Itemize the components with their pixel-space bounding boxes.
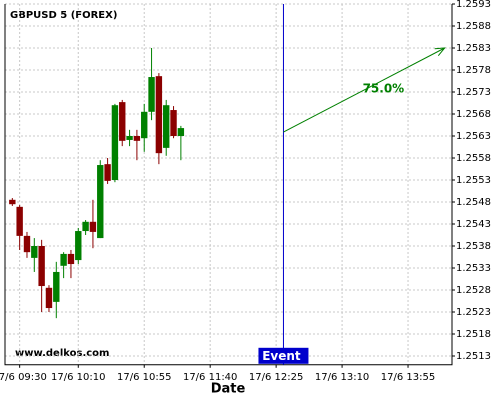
y-tick-label: 1.2583 xyxy=(456,43,491,54)
x-tick-label: 17/6 10:10 xyxy=(51,372,105,383)
y-tick-label: 1.2558 xyxy=(456,153,491,164)
x-tick-label: 17/6 13:55 xyxy=(381,372,435,383)
candle-body xyxy=(133,136,141,141)
x-tick-label: 17/6 13:10 xyxy=(315,372,369,383)
candle-body xyxy=(126,136,133,140)
y-tick-label: 1.2548 xyxy=(456,197,491,208)
candle-body xyxy=(16,206,23,236)
y-tick-label: 1.2533 xyxy=(456,263,491,274)
x-tick-label: 17/6 09:30 xyxy=(0,372,47,383)
candle-body xyxy=(67,253,75,265)
event-label-box xyxy=(258,347,309,364)
candle-body xyxy=(141,111,148,139)
arrow-label: 75.0% xyxy=(363,81,405,95)
y-tick-label: 1.2543 xyxy=(456,219,491,230)
candle-body xyxy=(31,246,38,258)
y-tick-label: 1.2578 xyxy=(456,65,491,76)
x-tick-label: 17/6 12:25 xyxy=(249,372,303,383)
candle-body xyxy=(45,287,53,309)
candle-body xyxy=(155,76,163,154)
y-tick-label: 1.2553 xyxy=(456,175,491,186)
candle-body xyxy=(75,231,82,261)
candle-body xyxy=(60,253,67,266)
candle-body xyxy=(89,221,97,232)
x-tick-label: 17/6 10:55 xyxy=(117,372,171,383)
watermark: www.delkos.com xyxy=(15,348,109,359)
candle-body xyxy=(119,102,126,141)
y-tick-label: 1.2568 xyxy=(456,109,491,120)
candle-body xyxy=(82,221,89,232)
y-tick-label: 1.2538 xyxy=(456,241,491,252)
candle-body xyxy=(97,165,104,239)
candle-body xyxy=(170,110,177,136)
y-tick-label: 1.2528 xyxy=(456,285,491,296)
y-tick-label: 1.2523 xyxy=(456,307,491,318)
event-label: Event xyxy=(262,349,301,363)
y-tick-label: 1.2513 xyxy=(456,351,491,362)
y-tick-label: 1.2593 xyxy=(456,0,491,10)
plot-frame xyxy=(4,4,453,366)
candle-body xyxy=(148,77,155,112)
candle-body xyxy=(23,235,31,253)
candle-body xyxy=(177,128,185,136)
candle-body xyxy=(111,105,119,180)
y-tick-label: 1.2518 xyxy=(456,329,491,340)
forecast-arrow xyxy=(283,47,445,133)
y-tick-label: 1.2573 xyxy=(456,87,491,98)
y-tick-label: 1.2588 xyxy=(456,21,491,32)
candle-body xyxy=(53,271,60,302)
y-tick-label: 1.2563 xyxy=(456,131,491,142)
candle-body xyxy=(38,246,45,287)
arrow-head xyxy=(434,47,446,57)
x-axis-label: Date xyxy=(211,382,246,397)
chart-title: GBPUSD 5 (FOREX) xyxy=(10,10,117,21)
x-tick-label: 17/6 11:40 xyxy=(183,372,237,383)
candle-body xyxy=(9,199,16,205)
candle-body xyxy=(163,105,170,148)
candle-body xyxy=(104,164,111,181)
